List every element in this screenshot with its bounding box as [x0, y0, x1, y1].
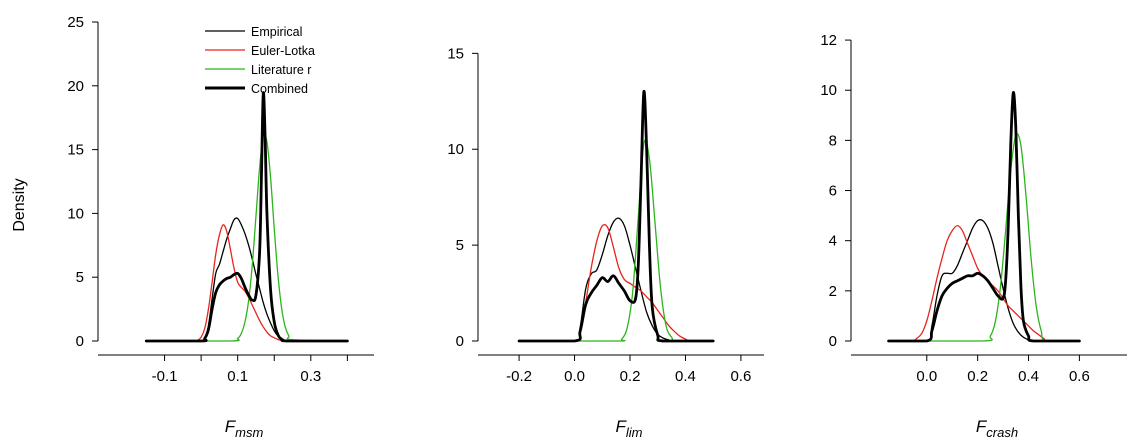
- x-tick-label: 0.6: [730, 368, 751, 385]
- y-tick-label: 12: [820, 32, 837, 49]
- y-tick-label: 6: [829, 183, 837, 200]
- legend-label-euler-lotka: Euler-Lotka: [251, 44, 315, 58]
- series-empirical: [518, 217, 714, 342]
- legend-label-empirical: Empirical: [251, 25, 302, 39]
- x-axis-label: Fmsm: [225, 417, 264, 440]
- y-tick-label: 0: [456, 333, 464, 350]
- series-empirical: [887, 219, 1081, 342]
- series-literature-r: [887, 133, 1081, 342]
- x-tick-label: 0.4: [1018, 368, 1039, 385]
- x-axis-label: Flim: [616, 417, 643, 440]
- y-tick-label: 5: [456, 237, 464, 254]
- legend-label-literature-r: Literature r: [251, 63, 311, 77]
- y-tick-label: 0: [76, 333, 84, 350]
- y-tick-label: 10: [67, 205, 84, 222]
- y-tick-label: 10: [447, 141, 464, 158]
- y-tick-label: 25: [67, 14, 84, 31]
- x-axis-label: Fcrash: [976, 417, 1018, 440]
- series-literature-r: [518, 139, 714, 342]
- series-euler-lotka: [145, 224, 349, 342]
- panel-lim: 0 5 10 15 -0.2 0.0 0.2 0.4 0.6 Flim: [447, 45, 764, 440]
- x-tick-label: 0.4: [675, 368, 696, 385]
- y-tick-label: 4: [829, 233, 837, 250]
- x-tick-label: 0.2: [620, 368, 641, 385]
- panel-msm: 0 5 10 15 20 25 -0.1 0.1 0.3 Fmsm: [67, 14, 374, 440]
- y-tick-label: 0: [829, 333, 837, 350]
- y-tick-label: 15: [67, 142, 84, 159]
- y-tick-label: 5: [76, 269, 84, 286]
- series-combined: [144, 91, 349, 343]
- x-tick-label: -0.2: [506, 368, 532, 385]
- series-euler-lotka: [518, 223, 714, 342]
- y-tick-label: 15: [447, 45, 464, 62]
- series-combined: [887, 91, 1081, 343]
- series-combined: [517, 90, 715, 343]
- y-axis-label: Density: [11, 178, 28, 231]
- y-tick-label: 10: [820, 82, 837, 99]
- x-tick-label: 0.2: [967, 368, 988, 385]
- x-tick-label: 0.6: [1069, 368, 1090, 385]
- x-tick-label: 0.1: [227, 368, 248, 385]
- series-empirical: [145, 217, 349, 342]
- x-tick-label: 0.3: [300, 368, 321, 385]
- x-tick-label: -0.1: [152, 368, 178, 385]
- panel-crash: 0 2 4 6 8 10 12 0.0 0.2 0.4 0.6 Fcrash: [820, 32, 1127, 440]
- y-tick-label: 8: [829, 132, 837, 149]
- legend-label-combined: Combined: [251, 82, 308, 96]
- y-tick-label: 20: [67, 78, 84, 95]
- x-tick-label: 0.0: [564, 368, 585, 385]
- legend: Empirical Euler-Lotka Literature r Combi…: [205, 25, 315, 96]
- series-euler-lotka: [887, 225, 1081, 342]
- x-tick-label: 0.0: [916, 368, 937, 385]
- y-tick-label: 2: [829, 283, 837, 300]
